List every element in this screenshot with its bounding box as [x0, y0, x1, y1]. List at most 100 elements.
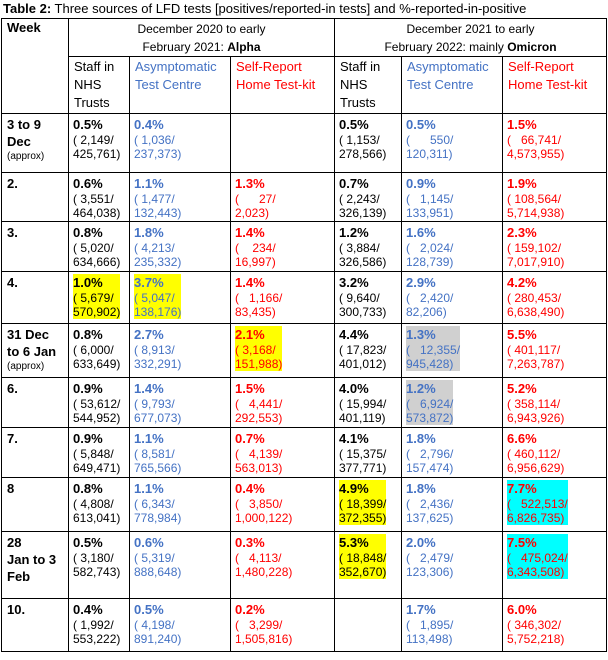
week-cell: 28 Jan to 3 Feb: [1, 531, 69, 599]
data-cell-self-report-2021: 5.5%( 401,117/7,263,787): [501, 323, 608, 378]
positives-count: ( 401,117/: [507, 343, 561, 357]
tests-count: 372,355): [339, 511, 387, 525]
data-cell-asymptomatic-2021: 0.5%( 550/120,311): [401, 113, 503, 173]
percent-value: 1.5%: [235, 381, 265, 396]
table-row: 3 to 9 Dec (approx) 0.5%( 2,149/425,761) 0.4…: [1, 113, 608, 173]
data-cell-asymptomatic-2020: 0.6%( 5,319/888,648): [129, 531, 231, 599]
table-row: 4. 1.0%( 5,679/570,902) 3.7%( 5,047/138,17…: [1, 271, 608, 324]
value-block: 2.9%( 2,420/82,206): [406, 274, 453, 319]
data-cell-asymptomatic-2020: 0.4%( 1,036/237,373): [129, 113, 231, 173]
tests-count: 151,988): [235, 357, 283, 371]
tests-count: 464,038): [73, 206, 121, 220]
positives-count: ( 460,112/: [507, 447, 561, 461]
data-cell-asymptomatic-2021: 0.9%( 1,145/133,951): [401, 172, 503, 222]
percent-value: 0.3%: [235, 535, 265, 550]
percent-value: 1.3%: [406, 327, 436, 342]
percent-value: 5.3%: [339, 535, 369, 550]
tests-count: 2,023): [235, 206, 270, 220]
column-header-staff-nhs-2020: Staff in NHS Trusts: [68, 56, 130, 114]
week-header: Week: [1, 18, 69, 114]
tests-count: 132,443): [134, 206, 182, 220]
tests-count: 891,240): [134, 632, 182, 646]
tests-count: 677,073): [134, 411, 182, 425]
positives-count: ( 2,243/: [339, 192, 380, 206]
percent-value: 1.8%: [406, 481, 436, 496]
value-block: 0.7%( 2,243/326,139): [339, 175, 386, 220]
percent-value: 0.8%: [73, 225, 103, 240]
tests-count: 138,176): [134, 305, 182, 319]
data-cell-self-report-2021: 4.2%( 280,453/6,638,490): [501, 271, 608, 324]
tests-count: 5,714,938): [507, 206, 565, 220]
positives-count: ( 522,513/: [507, 497, 568, 511]
value-block: 0.5%( 2,149/425,761): [73, 116, 120, 161]
value-block: 1.2%( 3,884/326,586): [339, 224, 386, 269]
data-cell-asymptomatic-2021: 1.7%( 1,895/113,498): [401, 598, 503, 652]
value-block: 4.2%( 280,453/6,638,490): [507, 274, 564, 319]
tests-count: 237,373): [134, 147, 182, 161]
tests-count: 326,139): [339, 206, 387, 220]
column-header-line: NHS: [74, 77, 102, 92]
data-cell-self-report-2021: 1.9%( 108,564/5,714,938): [501, 172, 608, 222]
tests-count: 634,666): [73, 255, 121, 269]
value-block: 1.4%( 9,793/677,073): [134, 380, 181, 425]
positives-count: ( 2,479/: [406, 551, 454, 565]
tests-count: 300,733): [339, 305, 387, 319]
positives-count: ( 2,149/: [73, 133, 114, 147]
percent-value: 6.6%: [507, 431, 537, 446]
positives-count: ( 3,299/: [235, 618, 283, 632]
percent-value: 1.6%: [406, 225, 436, 240]
percent-value: 0.9%: [406, 176, 436, 191]
value-block: 0.2%( 3,299/1,505,816): [235, 601, 292, 646]
week-cell: 10.: [1, 598, 69, 652]
positives-count: ( 8,913/: [134, 343, 175, 357]
highlighted-value: 1.0%( 5,679/570,902): [73, 274, 121, 319]
data-cell-staff-nhs-2021: 4.1%( 15,375/377,771): [334, 427, 402, 478]
percent-value: 0.6%: [134, 535, 164, 550]
positives-count: ( 9,793/: [134, 397, 175, 411]
column-header-line: Self-Report: [508, 59, 574, 74]
percent-value: 0.9%: [73, 381, 103, 396]
column-header-line: Home Test-kit: [508, 77, 588, 92]
week-label: 28: [7, 535, 22, 550]
percent-value: 7.5%: [507, 535, 537, 550]
percent-value: 1.1%: [134, 176, 164, 191]
week-label: 31 Dec: [7, 327, 49, 342]
period-2020-line2: February 2021: Alpha: [142, 40, 261, 54]
approx-note: (approx): [7, 361, 45, 372]
positives-count: ( 3,884/: [339, 241, 380, 255]
week-label: 7.: [7, 431, 18, 446]
value-block: 1.3%( 27/2,023): [235, 175, 276, 220]
data-cell-staff-nhs-2020: 0.5%( 3,180/582,743): [68, 531, 130, 599]
positives-count: ( 1,992/: [73, 618, 114, 632]
percent-value: 0.4%: [134, 117, 164, 132]
positives-count: ( 280,453/: [507, 291, 562, 305]
positives-count: ( 5,047/: [134, 291, 175, 305]
positives-count: ( 2,436/: [406, 497, 454, 511]
positives-count: ( 108,564/: [507, 192, 562, 206]
positives-count: ( 1,166/: [235, 291, 283, 305]
percent-value: 1.0%: [73, 275, 103, 290]
tests-count: 235,332): [134, 255, 182, 269]
percent-value: 3.2%: [339, 275, 369, 290]
data-cell-staff-nhs-2021: 4.0%( 15,994/401,119): [334, 377, 402, 428]
percent-value: 4.9%: [339, 481, 369, 496]
period-header-2021: December 2021 to early February 2022: ma…: [333, 18, 608, 57]
positives-count: ( 8,581/: [134, 447, 175, 461]
percent-value: 2.9%: [406, 275, 436, 290]
positives-count: ( 234/: [235, 241, 276, 255]
column-header-line: Home Test-kit: [236, 77, 316, 92]
positives-count: ( 15,375/: [339, 447, 387, 461]
percent-value: 0.9%: [73, 431, 103, 446]
table-row: 10. 0.4%( 1,992/553,222) 0.5%( 4,198/891,2…: [1, 598, 608, 652]
period-2021-line1: December 2021 to early: [406, 22, 535, 36]
table-row: 7. 0.9%( 5,848/649,471) 1.1%( 8,581/765,56…: [1, 427, 608, 478]
lfd-tests-table: Week December 2020 to early February 202…: [1, 18, 608, 652]
highlighted-value: 2.1%( 3,168/151,988): [235, 326, 283, 371]
value-block: 0.8%( 5,020/634,666): [73, 224, 120, 269]
data-cell-asymptomatic-2020: 1.4%( 9,793/677,073): [129, 377, 231, 428]
data-cell-asymptomatic-2020: 2.7%( 8,913/332,291): [129, 323, 231, 378]
column-header-asymptomatic-2021: Asymptomatic Test Centre: [401, 56, 503, 114]
percent-value: 2.3%: [507, 225, 537, 240]
percent-value: 0.8%: [73, 481, 103, 496]
percent-value: 1.9%: [507, 176, 537, 191]
